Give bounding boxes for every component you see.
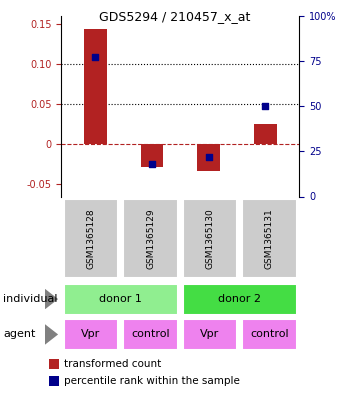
Bar <box>84 29 107 144</box>
Text: GDS5294 / 210457_x_at: GDS5294 / 210457_x_at <box>99 10 251 23</box>
Bar <box>49 359 59 369</box>
Point <box>206 154 211 160</box>
Bar <box>242 319 297 350</box>
Text: GSM1365130: GSM1365130 <box>205 208 215 269</box>
Bar <box>64 199 118 279</box>
Text: donor 1: donor 1 <box>99 294 142 304</box>
Text: control: control <box>131 329 170 340</box>
Text: donor 2: donor 2 <box>218 294 261 304</box>
Bar <box>183 199 237 279</box>
Text: control: control <box>250 329 289 340</box>
Bar <box>64 283 178 315</box>
Text: transformed count: transformed count <box>64 359 161 369</box>
Text: agent: agent <box>4 329 36 340</box>
Text: Vpr: Vpr <box>200 329 220 340</box>
Text: GSM1365129: GSM1365129 <box>146 208 155 269</box>
Bar <box>64 319 118 350</box>
Polygon shape <box>45 289 58 309</box>
Bar <box>254 124 276 144</box>
Text: Vpr: Vpr <box>81 329 101 340</box>
Point <box>149 161 155 167</box>
Bar <box>183 283 297 315</box>
Bar <box>141 144 163 167</box>
Point <box>262 103 268 109</box>
Bar <box>197 144 220 171</box>
Text: GSM1365128: GSM1365128 <box>86 208 96 269</box>
Polygon shape <box>45 324 58 345</box>
Bar <box>183 319 237 350</box>
Text: individual: individual <box>4 294 58 304</box>
Bar <box>123 199 178 279</box>
Text: percentile rank within the sample: percentile rank within the sample <box>64 376 240 386</box>
Bar <box>242 199 297 279</box>
Bar <box>123 319 178 350</box>
Point <box>92 54 98 61</box>
Text: GSM1365131: GSM1365131 <box>265 208 274 269</box>
Bar <box>49 376 59 386</box>
